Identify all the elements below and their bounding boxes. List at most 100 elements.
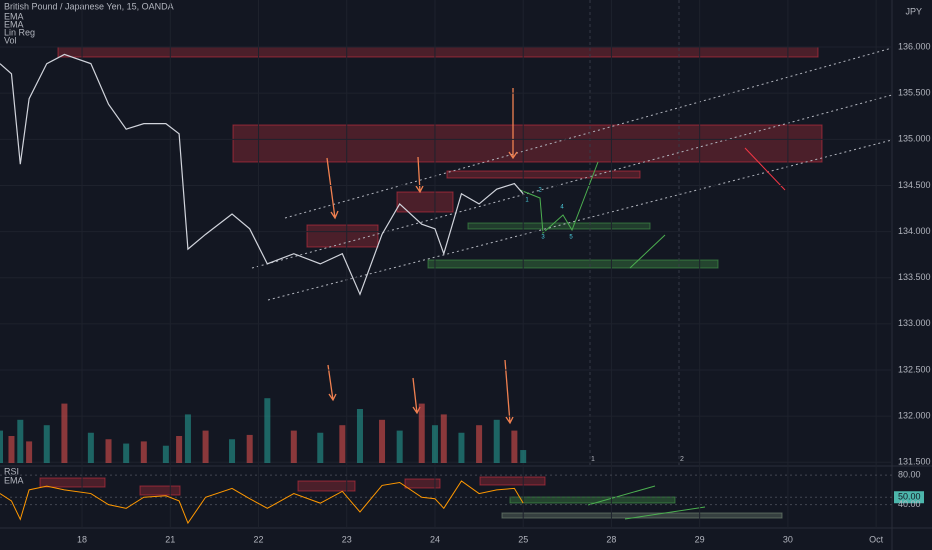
volume-bar xyxy=(176,436,183,463)
volume-bar xyxy=(17,419,24,463)
volume-bar xyxy=(229,439,236,463)
trend-line xyxy=(744,147,786,191)
zone xyxy=(509,496,676,504)
zone xyxy=(396,191,454,213)
indicator-label: EMA xyxy=(4,475,24,485)
zone xyxy=(39,477,106,488)
volume-bar xyxy=(8,436,15,463)
x-tick-label: 22 xyxy=(254,534,264,544)
x-tick-label: 21 xyxy=(165,534,175,544)
volume-bar xyxy=(440,414,447,463)
marker-label: 2 xyxy=(680,456,684,463)
volume-bar xyxy=(264,398,271,463)
zone xyxy=(479,476,546,486)
zone xyxy=(404,478,441,489)
channel-line xyxy=(251,94,893,269)
volume-bar xyxy=(123,443,130,463)
trend-line xyxy=(587,485,656,506)
y-tick-label: 132.500 xyxy=(898,364,931,374)
volume-bar xyxy=(356,409,363,463)
channel-line xyxy=(284,47,893,219)
wave-label: 2 xyxy=(538,188,542,194)
indicator-label: EMA xyxy=(4,19,24,29)
rsi-tick-label: 80.00 xyxy=(898,469,921,479)
volume-bar xyxy=(458,432,465,463)
volume-bar xyxy=(396,430,403,463)
rsi-tick-label: 50.00 xyxy=(898,492,921,502)
y-tick-label: 135.500 xyxy=(898,88,931,98)
rsi-value-box xyxy=(894,491,924,504)
y-tick-label: 134.500 xyxy=(898,180,931,190)
x-tick-label: 30 xyxy=(783,534,793,544)
volume-bar xyxy=(184,414,191,463)
zone xyxy=(297,480,356,492)
zone xyxy=(501,512,783,519)
volume-bar xyxy=(246,434,253,463)
volume-bar xyxy=(105,439,112,463)
y-tick-label: 131.500 xyxy=(898,457,931,467)
chart-title: British Pound / Japanese Yen, 15, OANDA xyxy=(4,1,174,11)
volume-bar xyxy=(202,430,209,463)
arrow xyxy=(415,156,424,194)
x-tick-label: 23 xyxy=(342,534,352,544)
volume-bar xyxy=(61,403,68,463)
x-tick-label: 29 xyxy=(695,534,705,544)
arrow xyxy=(504,359,514,425)
zone xyxy=(446,170,641,179)
arrow xyxy=(327,364,337,402)
volume-bar xyxy=(317,432,324,463)
zone xyxy=(467,222,651,230)
currency-label: JPY xyxy=(905,6,922,16)
volume-bar xyxy=(26,441,33,463)
indicator-label: RSI xyxy=(4,466,19,476)
wave-label: 5 xyxy=(569,235,573,241)
indicator-label: Lin Reg xyxy=(4,27,35,37)
wave-path xyxy=(519,161,599,235)
volume-bar xyxy=(87,432,94,463)
volume-bar xyxy=(476,425,483,463)
volume-bar xyxy=(520,450,527,463)
x-tick-label: 28 xyxy=(606,534,616,544)
volume-bar xyxy=(0,430,3,463)
arrow xyxy=(326,157,339,220)
volume-bar xyxy=(162,445,169,463)
x-tick-label: 18 xyxy=(77,534,87,544)
y-tick-label: 134.000 xyxy=(898,226,931,236)
y-tick-label: 132.000 xyxy=(898,410,931,420)
volume-bar xyxy=(140,441,147,463)
rsi-line xyxy=(0,480,524,525)
wave-label: 4 xyxy=(560,205,564,211)
volume-bar xyxy=(511,430,518,463)
zone xyxy=(139,485,181,496)
y-tick-label: 133.500 xyxy=(898,272,931,282)
rsi-tick-label: 40.00 xyxy=(898,499,921,509)
volume-bar xyxy=(493,419,500,463)
arrow xyxy=(508,88,518,160)
volume-bar xyxy=(339,425,346,463)
volume-bar xyxy=(418,403,425,463)
indicator-label: EMA xyxy=(4,11,24,21)
trend-line xyxy=(624,506,706,520)
zone xyxy=(232,124,823,163)
x-tick-label: 24 xyxy=(430,534,440,544)
zone xyxy=(57,46,819,58)
x-tick-label: 25 xyxy=(518,534,528,544)
wave-label: 1 xyxy=(525,198,529,204)
y-tick-label: 133.000 xyxy=(898,318,931,328)
volume-bar xyxy=(379,419,386,463)
x-tick-label: Oct xyxy=(869,534,884,544)
marker-label: 1 xyxy=(591,456,595,463)
indicator-label: Vol xyxy=(4,35,17,45)
volume-bar xyxy=(290,430,297,463)
price-line xyxy=(0,53,524,296)
y-tick-label: 135.000 xyxy=(898,134,931,144)
wave-label: 3 xyxy=(541,235,545,241)
zone xyxy=(427,259,719,269)
trend-line xyxy=(629,234,666,269)
zone xyxy=(306,224,379,248)
y-tick-label: 136.000 xyxy=(898,41,931,51)
volume-bar xyxy=(43,425,50,463)
